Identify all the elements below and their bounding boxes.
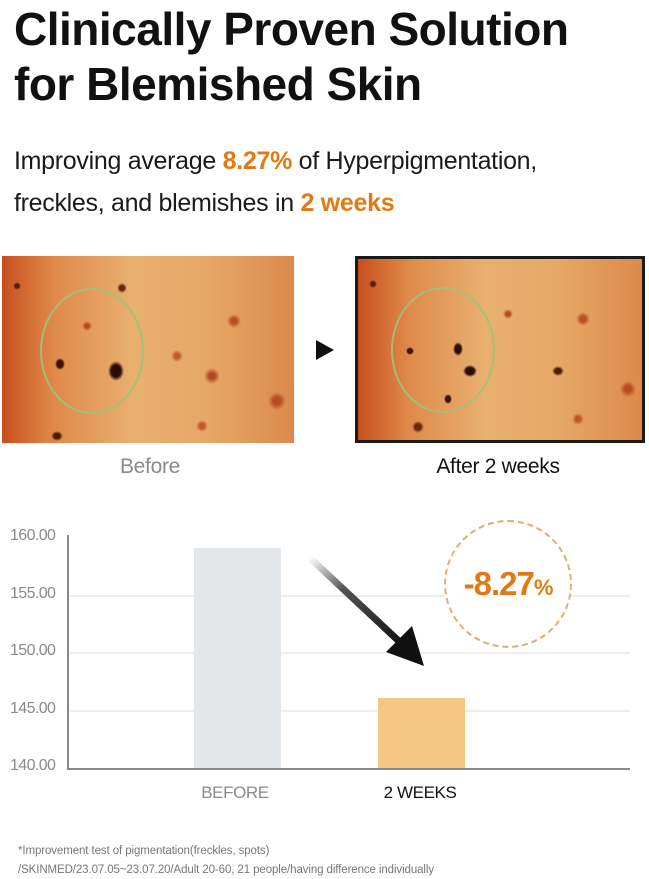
x-label-2-weeks: 2 WEEKS bbox=[383, 783, 457, 802]
before-skin-image bbox=[2, 256, 294, 443]
gridline bbox=[70, 710, 630, 712]
bar-chart: 160.00 155.00 150.00 145.00 140.00 BEFOR… bbox=[0, 500, 649, 820]
x-axis bbox=[67, 768, 630, 770]
y-tick: 155.00 bbox=[10, 585, 56, 602]
subtitle-line-1: Improving average 8.27% of Hyperpigmenta… bbox=[14, 147, 537, 175]
x-label-before: BEFORE bbox=[201, 783, 269, 802]
bar-2-weeks bbox=[378, 698, 465, 768]
y-axis bbox=[67, 535, 69, 770]
percent-change-value: -8.27% bbox=[463, 565, 554, 602]
y-tick: 160.00 bbox=[10, 527, 56, 544]
bar-before bbox=[194, 548, 281, 768]
subtitle: Improving average 8.27% of Hyperpigmenta… bbox=[14, 140, 649, 224]
play-arrow-icon bbox=[316, 340, 334, 360]
y-tick: 145.00 bbox=[10, 700, 56, 717]
footnote-line-2: /SKINMED/23.07.05~23.07.20/Adult 20-60, … bbox=[18, 864, 434, 876]
footnote-line-1: *Improvement test of pigmentation(freckl… bbox=[18, 845, 270, 857]
y-tick: 150.00 bbox=[10, 642, 56, 659]
before-caption: Before bbox=[119, 455, 181, 478]
gridline bbox=[70, 652, 630, 654]
page-title: Clinically Proven Solution for Blemished… bbox=[14, 2, 649, 112]
percent-change-badge: -8.27% bbox=[444, 520, 572, 648]
subtitle-line-2: freckles, and blemishes in 2 weeks bbox=[14, 189, 395, 217]
highlight-circle bbox=[40, 288, 144, 414]
after-skin-image bbox=[355, 256, 645, 443]
highlight-percent: 8.27% bbox=[222, 147, 293, 175]
title-line-2: for Blemished Skin bbox=[14, 58, 422, 110]
title-line-1: Clinically Proven Solution bbox=[14, 3, 569, 55]
after-caption: After 2 weeks bbox=[436, 455, 560, 478]
highlight-circle bbox=[391, 287, 495, 413]
highlight-duration: 2 weeks bbox=[300, 189, 395, 217]
y-tick: 140.00 bbox=[10, 757, 56, 774]
down-trend-arrow-icon bbox=[307, 555, 424, 666]
